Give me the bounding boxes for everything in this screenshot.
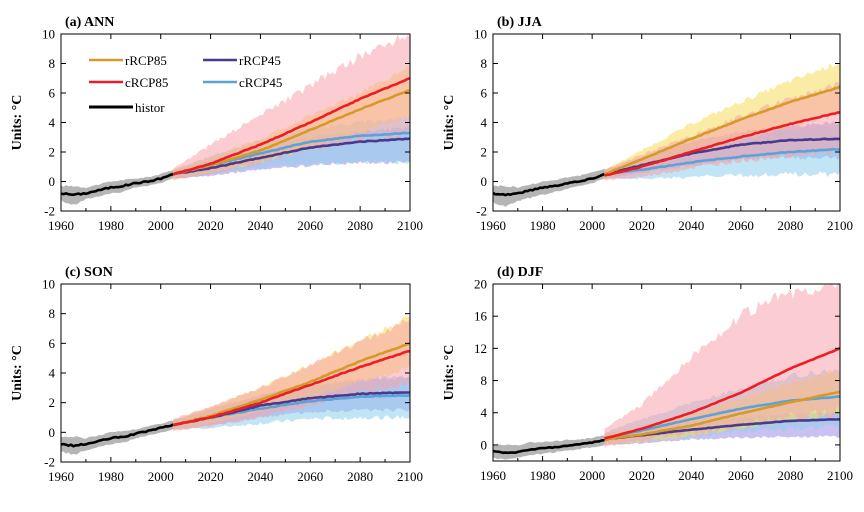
y-tick-label: 8 xyxy=(481,373,488,388)
y-tick-label: 4 xyxy=(49,115,56,130)
y-tick-label: 12 xyxy=(474,341,487,356)
x-tick-label: 2020 xyxy=(198,218,224,233)
x-tick-label: 2080 xyxy=(347,218,373,233)
x-tick-label: 1980 xyxy=(530,468,556,483)
x-tick-label: 2020 xyxy=(629,468,655,483)
y-tick-label: 0 xyxy=(49,174,56,189)
line-cRCP85 xyxy=(604,347,840,440)
y-tick-label: 0 xyxy=(481,174,488,189)
panel-1: 1960 1980 2000 2020 2040 2060 2080 2100 -2 0 2 4 6 8 1… xyxy=(10,15,423,233)
line-cRCP85 xyxy=(172,77,410,176)
x-tick-label: 1980 xyxy=(98,469,124,484)
x-tick-label: 2000 xyxy=(579,468,605,483)
line-rRCP85 xyxy=(603,85,840,176)
legend-label-cRCP85: cRCP85 xyxy=(125,75,168,90)
y-tick-label: 6 xyxy=(481,86,488,101)
x-tick-label: 2080 xyxy=(777,468,803,483)
y-axis-label: Units: °C xyxy=(10,95,25,151)
y-tick-label: 6 xyxy=(49,336,56,351)
panel-title: (d) DJF xyxy=(497,265,543,280)
x-tick-label: 2100 xyxy=(827,218,853,233)
x-tick-label: 2080 xyxy=(777,218,803,233)
x-tick-label: 1980 xyxy=(98,218,124,233)
y-tick-label: -2 xyxy=(44,455,55,470)
x-tick-label: 2080 xyxy=(347,469,373,484)
plot-area xyxy=(61,34,410,205)
y-axis-label: Units: °C xyxy=(10,345,25,401)
x-tick-label: 2100 xyxy=(827,468,853,483)
line-histor xyxy=(61,172,174,197)
legend-label-rRCP45: rRCP45 xyxy=(239,53,281,68)
x-tick-label: 2100 xyxy=(397,469,423,484)
x-tick-label: 1980 xyxy=(530,218,556,233)
y-tick-label: 6 xyxy=(49,86,56,101)
line-histor xyxy=(493,172,606,197)
y-tick-label: 10 xyxy=(474,27,487,42)
y-axis-label: Units: °C xyxy=(442,345,457,401)
x-tick-label: 2000 xyxy=(148,469,174,484)
plot-area xyxy=(61,316,410,455)
y-tick-label: -2 xyxy=(44,204,55,219)
x-tick-label: 2100 xyxy=(397,218,423,233)
x-tick-label: 2060 xyxy=(297,469,323,484)
x-tick-label: 2020 xyxy=(198,469,224,484)
y-tick-label: 2 xyxy=(49,395,56,410)
line-rRCP45 xyxy=(173,137,410,176)
y-tick-label: 0 xyxy=(49,425,56,440)
x-tick-label: 2040 xyxy=(678,468,704,483)
y-tick-label: 10 xyxy=(42,27,55,42)
x-tick-label: 1960 xyxy=(480,468,506,483)
legend: rRCP85 rRCP45 cRCP85 cRCP45 histor xyxy=(89,53,282,115)
band-cRCP85 xyxy=(604,284,840,448)
y-axis-label: Units: °C xyxy=(442,95,457,151)
y-tick-label: 8 xyxy=(49,306,56,321)
x-tick-label: 2040 xyxy=(247,218,273,233)
x-tick-label: 2040 xyxy=(247,469,273,484)
panel-2: 1960 1980 2000 2020 2040 2060 2080 2100 -2 0 2 4 6 8 1… xyxy=(442,15,853,233)
legend-label-histor: histor xyxy=(135,100,165,115)
band-cRCP85 xyxy=(173,34,410,181)
panel-title: (b) JJA xyxy=(497,15,543,30)
x-tick-label: 1960 xyxy=(480,218,506,233)
line-cRCP85 xyxy=(604,111,840,177)
y-tick-label: 16 xyxy=(474,309,488,324)
x-tick-label: 2040 xyxy=(678,218,704,233)
plot-area xyxy=(493,284,840,460)
x-tick-label: 2000 xyxy=(579,218,605,233)
y-tick-label: 8 xyxy=(49,56,56,71)
y-tick-label: 0 xyxy=(481,437,488,452)
legend-label-cRCP45: cRCP45 xyxy=(239,75,282,90)
line-histor xyxy=(61,423,174,448)
legend-label-rRCP85: rRCP85 xyxy=(125,53,167,68)
x-tick-label: 2060 xyxy=(297,218,323,233)
line-rRCP85 xyxy=(173,342,410,426)
panel-title: (a) ANN xyxy=(65,15,114,30)
y-tick-label: -2 xyxy=(476,204,487,219)
line-cRCP45 xyxy=(604,147,840,176)
x-tick-label: 1960 xyxy=(48,469,74,484)
line-histor xyxy=(493,438,605,455)
y-tick-label: 8 xyxy=(481,56,488,71)
y-tick-label: 4 xyxy=(49,366,56,381)
plot-area xyxy=(493,63,840,207)
y-tick-label: 20 xyxy=(474,277,487,292)
y-tick-label: 4 xyxy=(481,405,488,420)
y-tick-label: 10 xyxy=(42,277,55,292)
x-tick-label: 2000 xyxy=(148,218,174,233)
line-rRCP85 xyxy=(604,390,840,441)
y-tick-label: 4 xyxy=(481,115,488,130)
x-tick-label: 2060 xyxy=(728,468,754,483)
panel-title: (c) SON xyxy=(65,265,113,280)
line-cRCP85 xyxy=(172,349,410,427)
x-tick-label: 1960 xyxy=(48,218,74,233)
band-cRCP85 xyxy=(173,318,410,432)
y-tick-label: 2 xyxy=(481,145,488,160)
panel-3: 1960 1980 2000 2020 2040 2060 2080 2100 -2 0 2 4 6 8 1… xyxy=(10,265,423,484)
x-tick-label: 2020 xyxy=(629,218,655,233)
y-tick-label: 2 xyxy=(49,145,56,160)
panel-4: 1960 1980 2000 2020 2040 2060 2080 2100 0 4 8 12 16 2… xyxy=(442,265,853,483)
x-tick-label: 2060 xyxy=(728,218,754,233)
